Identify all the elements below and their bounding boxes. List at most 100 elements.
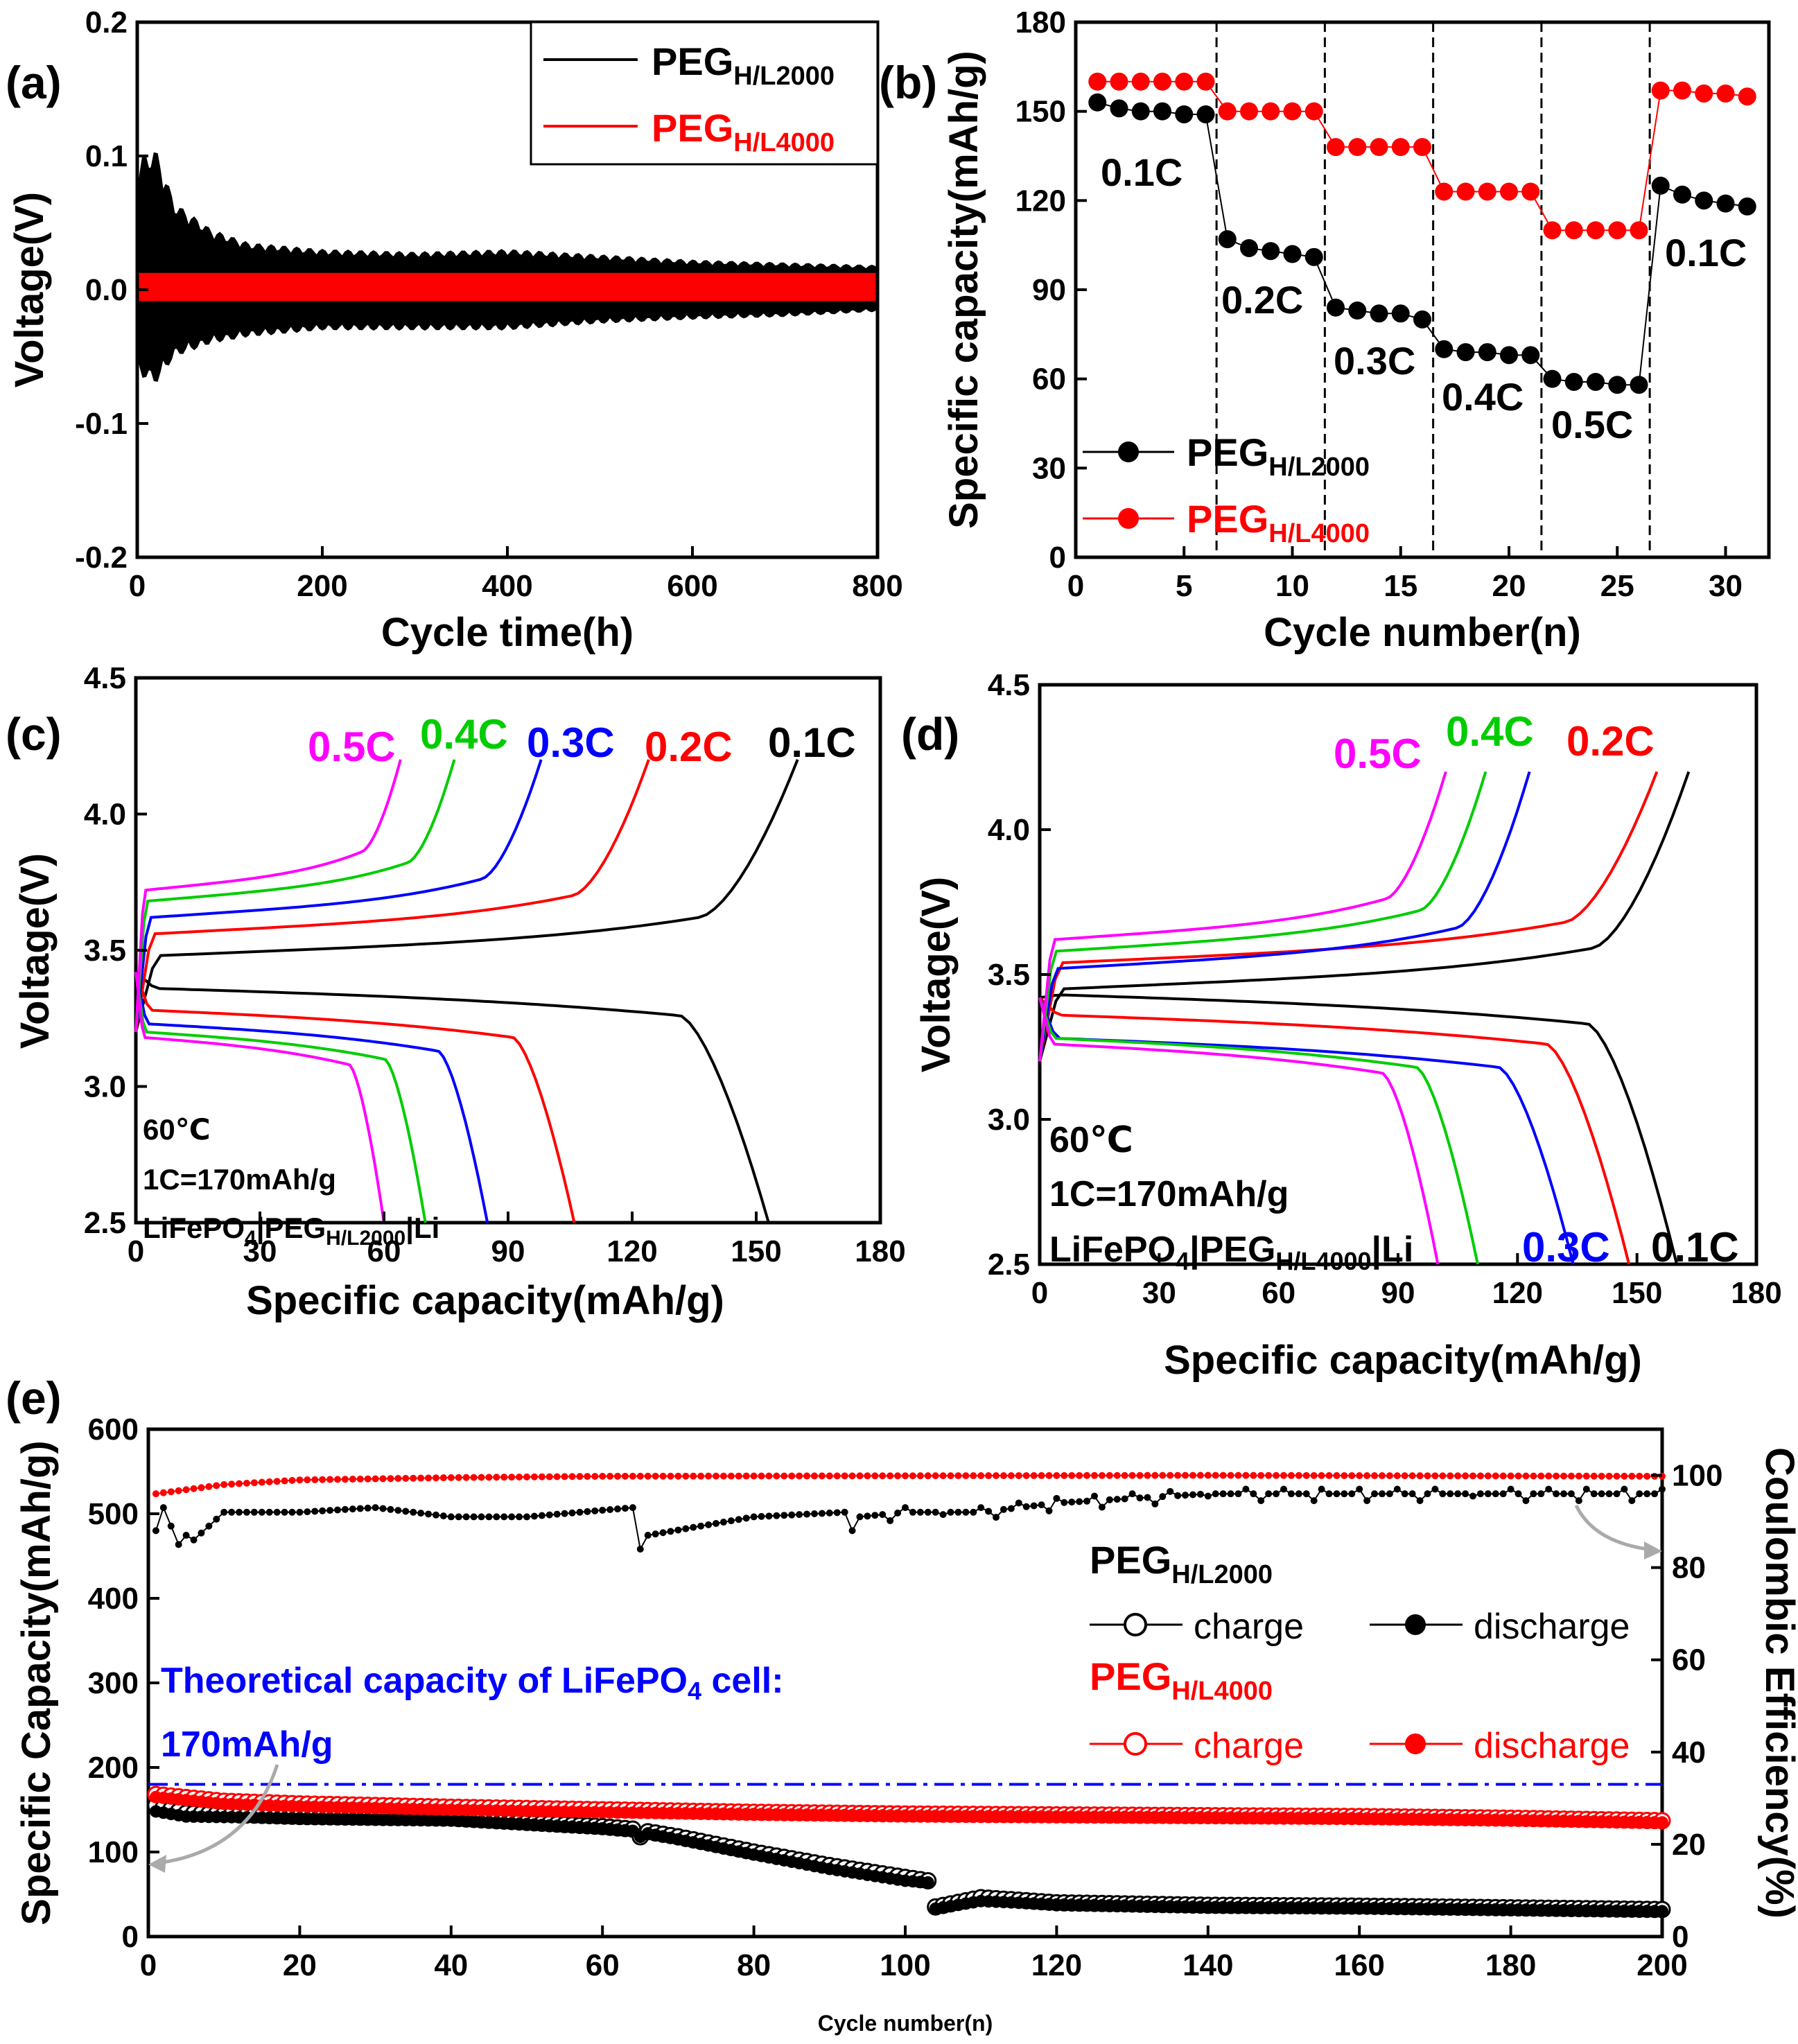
legend-e-marker-3 bbox=[1124, 1732, 1147, 1756]
e-h2000-efficiency-line bbox=[155, 1488, 1663, 1551]
e-y2-tick-label-1: 20 bbox=[1672, 1828, 1706, 1862]
c-series-layer bbox=[134, 759, 799, 1223]
e-x-tick-label-9: 180 bbox=[1485, 1948, 1536, 1982]
b-y-tick-label-1: 30 bbox=[1032, 451, 1066, 485]
panel-label-c: (c) bbox=[6, 708, 62, 760]
b-point-s1-5 bbox=[1196, 72, 1215, 91]
legend-label-b-1: PEGH/L2000 bbox=[1187, 430, 1370, 482]
b-point-s0-10 bbox=[1304, 247, 1323, 266]
d-y-tick-label-0: 2.5 bbox=[988, 1248, 1030, 1282]
y-axis-label-d: Voltage(V) bbox=[914, 877, 959, 1073]
e-y-tick-label-4: 400 bbox=[88, 1582, 139, 1616]
e-x-tick-label-4: 80 bbox=[737, 1948, 771, 1982]
c-discharge-0 bbox=[134, 970, 770, 1223]
d-y-tick-label-3: 4.0 bbox=[988, 813, 1030, 847]
b-point-s0-30 bbox=[1738, 197, 1756, 216]
b-point-s1-2 bbox=[1131, 72, 1150, 91]
b-point-s1-11 bbox=[1327, 138, 1345, 157]
legend-e-group1-title: PEGH/L2000 bbox=[1090, 1538, 1273, 1589]
d-discharge-4 bbox=[1038, 997, 1440, 1265]
b-rate-label-1: 0.1C bbox=[1101, 150, 1182, 194]
x-axis-label-a: Cycle time(h) bbox=[381, 610, 634, 655]
e-y-tick-label-6: 600 bbox=[88, 1413, 139, 1447]
e-x-tick-label-2: 40 bbox=[434, 1948, 468, 1982]
legend-marker-b-2 bbox=[1118, 508, 1139, 529]
panel-label-e: (e) bbox=[6, 1372, 62, 1424]
b-point-s1-16 bbox=[1435, 182, 1454, 201]
d-rate-label-04: 0.4C bbox=[1446, 708, 1534, 755]
b-point-s1-29 bbox=[1716, 84, 1735, 103]
e-x-tick-label-1: 20 bbox=[283, 1948, 317, 1982]
a-x-tick-label-2: 400 bbox=[482, 569, 532, 603]
e-x-tick-label-8: 160 bbox=[1334, 1948, 1384, 1982]
c-rate-label-03: 0.3C bbox=[527, 719, 615, 766]
c-annotations: 60℃ 1C=170mAh/g LiFePO4|PEGH/L2000|Li bbox=[143, 1113, 439, 1250]
d-charge-2 bbox=[1038, 771, 1531, 1062]
e-y2-tick-label-4: 80 bbox=[1672, 1551, 1706, 1585]
b-point-s0-1 bbox=[1110, 99, 1128, 118]
c-discharge-3 bbox=[134, 972, 427, 1223]
c-x-tick-label-1: 30 bbox=[243, 1234, 277, 1268]
b-point-s1-18 bbox=[1478, 182, 1496, 201]
c-cell-configuration: LiFePO4|PEGH/L2000|Li bbox=[143, 1212, 439, 1250]
a-ticks: 0 200 400 600 800 0.2 0.1 0.0 -0.1 -0.2 bbox=[75, 6, 903, 603]
c-y-tick-label-2: 3.5 bbox=[84, 934, 126, 968]
e-y-tick-label-0: 0 bbox=[122, 1920, 139, 1954]
e-arrow-right bbox=[1574, 1504, 1653, 1552]
d-charge-0 bbox=[1038, 771, 1691, 1062]
d-rate-labels: 0.5C 0.4C 0.2C 0.3C 0.1C bbox=[1334, 708, 1739, 1270]
c-y-tick-label-3: 4.0 bbox=[84, 798, 126, 832]
b-point-s0-24 bbox=[1608, 376, 1627, 394]
legend-e-group2-title: PEGH/L4000 bbox=[1090, 1654, 1273, 1706]
e-y-tick-label-1: 100 bbox=[88, 1835, 139, 1869]
legend-e-marker-1 bbox=[1124, 1613, 1147, 1636]
b-point-s1-22 bbox=[1564, 221, 1583, 240]
b-x-tick-label-4: 20 bbox=[1492, 569, 1526, 603]
b-point-s0-19 bbox=[1500, 346, 1518, 365]
c-discharge-1 bbox=[134, 971, 576, 1223]
e-h4000-discharge-point-200 bbox=[1656, 1816, 1668, 1829]
y-axis-label-c: Voltage(V) bbox=[12, 853, 58, 1049]
c-rate-label-04: 0.4C bbox=[420, 711, 508, 758]
b-point-s1-14 bbox=[1391, 138, 1410, 157]
b-y-tick-label-3: 90 bbox=[1032, 273, 1066, 307]
e-arrow-left bbox=[157, 1764, 279, 1865]
e-h2000-discharge-point-103 bbox=[921, 1876, 934, 1889]
legend-box-a bbox=[530, 21, 879, 166]
d-x-tick-label-1: 30 bbox=[1142, 1276, 1176, 1310]
b-x-tick-label-0: 0 bbox=[1067, 569, 1084, 603]
c-discharge-2 bbox=[134, 972, 489, 1223]
d-discharge-3 bbox=[1038, 997, 1479, 1265]
d-x-tick-label-6: 180 bbox=[1731, 1276, 1781, 1310]
a-x-tick-label-3: 600 bbox=[667, 569, 717, 603]
b-point-s1-13 bbox=[1370, 138, 1388, 157]
b-point-s0-17 bbox=[1456, 343, 1475, 362]
panel-d: (d) 0 30 60 90 120 150 180 2.5 3.0 3.5 4.0 4.5 0.5C… bbox=[901, 668, 1782, 1383]
b-point-s1-28 bbox=[1695, 84, 1713, 103]
b-point-s0-4 bbox=[1175, 105, 1194, 123]
b-point-s0-16 bbox=[1435, 340, 1454, 358]
a-series-band-0 bbox=[137, 152, 878, 382]
c-y-tick-label-1: 3.0 bbox=[84, 1070, 126, 1104]
b-series-layer bbox=[1088, 72, 1756, 394]
c-charge-0 bbox=[134, 759, 799, 1033]
b-point-s1-24 bbox=[1608, 221, 1627, 240]
b-point-s1-30 bbox=[1738, 87, 1756, 106]
b-rate-label-6: 0.1C bbox=[1665, 231, 1747, 274]
a-x-tick-label-0: 0 bbox=[129, 569, 146, 603]
b-point-s0-8 bbox=[1262, 242, 1280, 261]
e-arrowhead-right bbox=[1644, 1541, 1662, 1560]
legend-e: PEGH/L2000 charge discharge PEGH/L4000 c… bbox=[1090, 1538, 1630, 1766]
c-x-tick-label-6: 180 bbox=[855, 1234, 905, 1268]
panel-e: (e) 0 20 40 60 80 100 120 140 160 180 200010020030… bbox=[6, 1372, 1798, 2036]
d-x-tick-label-0: 0 bbox=[1031, 1276, 1048, 1310]
b-x-tick-label-3: 15 bbox=[1384, 569, 1417, 603]
b-point-s0-0 bbox=[1088, 93, 1107, 112]
legend-e-label-1: charge bbox=[1194, 1607, 1304, 1647]
d-rate-label-05: 0.5C bbox=[1334, 731, 1422, 777]
x-axis-label-b: Cycle number(n) bbox=[1264, 610, 1581, 655]
c-y-tick-label-4: 4.5 bbox=[84, 661, 126, 695]
b-point-s0-12 bbox=[1348, 302, 1367, 320]
a-series-layer bbox=[137, 152, 878, 382]
panel-label-d: (d) bbox=[901, 708, 959, 760]
